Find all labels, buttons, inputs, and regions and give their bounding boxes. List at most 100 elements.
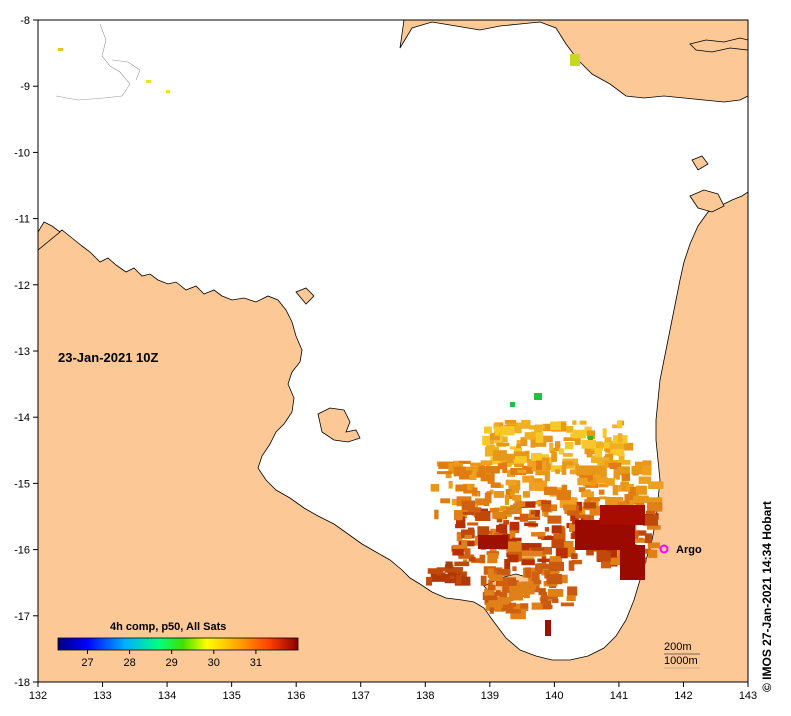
sst-cell — [537, 558, 553, 562]
sst-cell — [577, 477, 588, 486]
sst-cell — [533, 478, 543, 483]
sst-cell — [524, 432, 535, 440]
argo-marker[interactable]: Argo — [659, 544, 702, 556]
sst-cell — [506, 453, 514, 464]
sst-cell — [522, 465, 534, 474]
sst-cell — [476, 472, 486, 478]
sst-cell — [555, 469, 560, 474]
sst-cell — [647, 497, 663, 506]
sst-cell — [597, 457, 610, 466]
sst-cell — [646, 502, 663, 512]
sst-cell — [576, 501, 583, 511]
sst-cell — [509, 590, 524, 601]
sst-cell — [618, 452, 625, 462]
sst-cell — [505, 488, 514, 499]
sst-cell — [480, 575, 487, 586]
sst-cell — [478, 465, 486, 477]
sst-cell — [457, 511, 472, 515]
sst-cell — [456, 575, 462, 585]
sst-cell — [638, 476, 652, 484]
sst-cell — [502, 436, 508, 443]
land-groote-eylandt — [317, 407, 361, 443]
sst-cell — [516, 444, 522, 449]
sst-cell — [578, 506, 586, 516]
sst-cell — [608, 462, 622, 467]
y-tick-label: -17 — [14, 611, 30, 623]
sst-cell — [559, 527, 566, 537]
sst-cell — [484, 588, 495, 596]
x-tick-label: 135 — [222, 690, 240, 702]
sst-cell — [461, 530, 467, 534]
sst-cell — [561, 540, 574, 548]
sst-cell — [566, 595, 576, 601]
sst-cell — [561, 484, 568, 492]
sst-cell — [556, 490, 571, 501]
y-tick-label: -11 — [15, 214, 30, 226]
colorbar-ticks: 27 28 29 30 31 — [81, 650, 262, 669]
sst-cell — [583, 502, 596, 509]
colorbar-tick-label: 27 — [81, 657, 93, 669]
sst-cell — [515, 456, 527, 463]
sst-cell — [604, 440, 615, 450]
sst-cell — [445, 471, 452, 479]
sst-cell — [456, 533, 463, 542]
sst-cell — [502, 586, 510, 593]
sst-cell — [644, 533, 652, 544]
sst-cell — [487, 553, 499, 559]
sst-cell — [509, 521, 520, 531]
sst-cell — [571, 553, 578, 559]
sst-cell — [565, 497, 578, 505]
sst-cell — [632, 495, 649, 503]
sst-cell — [427, 568, 444, 574]
sst-cell — [453, 466, 466, 477]
sst-cell — [509, 530, 516, 542]
sst-cell — [500, 425, 515, 436]
sst-hot-core — [620, 545, 645, 580]
sst-cell — [503, 520, 509, 525]
sst-cell — [510, 609, 526, 620]
sst-cell — [475, 498, 488, 506]
sst-warm-patch — [166, 90, 170, 93]
sst-cell — [436, 575, 446, 579]
sst-cell — [609, 465, 618, 470]
sst-cell — [617, 420, 623, 429]
sst-cell — [543, 486, 558, 495]
x-tick-label: 132 — [29, 690, 47, 702]
sst-cell — [493, 490, 505, 498]
sst-cell — [499, 591, 508, 603]
sst-cell — [495, 590, 501, 596]
sst-cell — [615, 466, 630, 476]
sst-cell — [436, 567, 452, 572]
x-tick-label: 141 — [610, 690, 628, 702]
sst-cell — [530, 547, 545, 551]
sst-warm-patch — [570, 54, 580, 66]
sst-cell — [567, 586, 578, 596]
sst-cell — [465, 467, 474, 473]
y-tick-label: -16 — [14, 545, 30, 557]
sst-cell — [455, 484, 468, 492]
sst-cell — [599, 496, 607, 500]
sst-cell — [469, 469, 477, 481]
sst-cell — [483, 500, 490, 507]
x-tick-label: 139 — [481, 690, 499, 702]
sst-cell — [449, 575, 455, 579]
depth-1000m: 1000m — [664, 655, 698, 667]
sst-cell — [467, 527, 475, 532]
sst-cell — [555, 547, 568, 559]
sst-cell — [485, 444, 496, 453]
sst-cell — [542, 509, 547, 517]
sst-cell — [463, 490, 475, 494]
sst-cell — [542, 595, 558, 599]
sst-cell — [475, 510, 491, 522]
sst-cell — [470, 462, 485, 467]
sst-cell — [434, 509, 439, 520]
sst-cell — [488, 596, 501, 607]
sst-cell — [610, 557, 625, 566]
y-tick-label: -9 — [20, 81, 30, 93]
sst-cell — [562, 461, 574, 466]
sst-hot-core — [600, 505, 645, 525]
sst-cell — [589, 505, 606, 516]
sst-cell — [600, 467, 607, 477]
sst-cell — [570, 512, 579, 522]
sst-data-cells — [58, 48, 664, 636]
